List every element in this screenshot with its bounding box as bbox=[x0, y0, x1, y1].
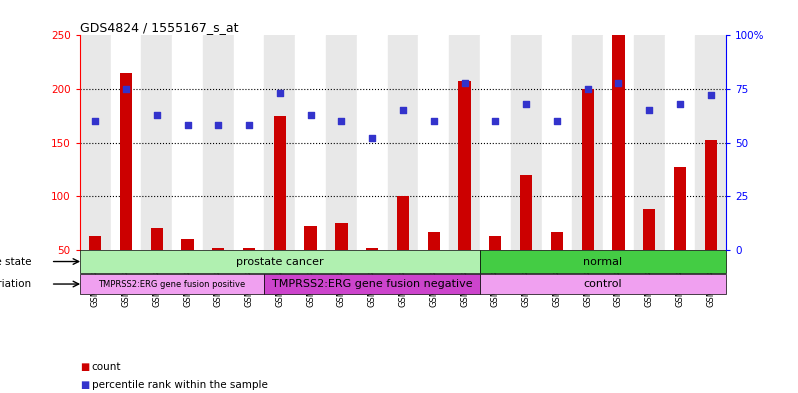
Bar bbox=[480, 274, 726, 294]
Bar bbox=[643, 209, 655, 250]
Text: percentile rank within the sample: percentile rank within the sample bbox=[92, 380, 267, 390]
Text: GDS4824 / 1555167_s_at: GDS4824 / 1555167_s_at bbox=[80, 21, 239, 34]
Bar bbox=[295, 35, 326, 250]
Bar bbox=[366, 248, 378, 250]
Bar bbox=[418, 35, 449, 250]
Point bbox=[243, 122, 255, 129]
Bar bbox=[326, 35, 357, 250]
Bar bbox=[520, 175, 532, 250]
Text: normal: normal bbox=[583, 257, 622, 266]
Point bbox=[458, 79, 471, 86]
Text: genotype/variation: genotype/variation bbox=[0, 279, 31, 289]
Bar bbox=[603, 35, 634, 250]
Point bbox=[519, 101, 532, 107]
Bar bbox=[458, 81, 471, 250]
Bar bbox=[357, 35, 388, 250]
Point bbox=[304, 112, 317, 118]
Point bbox=[274, 90, 286, 96]
Bar bbox=[234, 35, 264, 250]
Bar bbox=[80, 274, 264, 294]
Bar bbox=[264, 35, 295, 250]
Bar bbox=[634, 35, 665, 250]
Point bbox=[335, 118, 348, 124]
Bar bbox=[665, 35, 695, 250]
Bar bbox=[612, 35, 625, 250]
Text: prostate cancer: prostate cancer bbox=[236, 257, 324, 266]
Bar bbox=[489, 236, 501, 250]
Point bbox=[89, 118, 101, 124]
Point bbox=[551, 118, 563, 124]
Bar bbox=[151, 228, 163, 250]
Bar bbox=[551, 231, 563, 250]
Bar bbox=[397, 196, 409, 250]
Point bbox=[428, 118, 440, 124]
Point bbox=[181, 122, 194, 129]
Bar bbox=[674, 167, 686, 250]
Bar bbox=[542, 35, 572, 250]
Bar bbox=[89, 236, 101, 250]
Bar bbox=[120, 73, 132, 250]
Point bbox=[397, 107, 409, 114]
Bar bbox=[212, 248, 224, 250]
Bar bbox=[428, 231, 440, 250]
Bar bbox=[480, 250, 726, 273]
Text: count: count bbox=[92, 362, 121, 373]
Bar bbox=[243, 248, 255, 250]
Point bbox=[643, 107, 656, 114]
Bar bbox=[335, 223, 348, 250]
Point bbox=[120, 86, 132, 92]
Bar bbox=[181, 239, 194, 250]
Text: TMPRSS2:ERG gene fusion positive: TMPRSS2:ERG gene fusion positive bbox=[98, 279, 246, 288]
Bar bbox=[449, 35, 480, 250]
Text: control: control bbox=[584, 279, 622, 289]
Bar bbox=[264, 274, 480, 294]
Bar bbox=[705, 140, 717, 250]
Text: ■: ■ bbox=[80, 380, 89, 390]
Bar bbox=[511, 35, 542, 250]
Bar bbox=[695, 35, 726, 250]
Bar bbox=[305, 226, 317, 250]
Bar bbox=[480, 35, 511, 250]
Bar bbox=[111, 35, 141, 250]
Bar bbox=[274, 116, 286, 250]
Point bbox=[581, 86, 594, 92]
Point bbox=[150, 112, 163, 118]
Point bbox=[489, 118, 502, 124]
Bar bbox=[172, 35, 203, 250]
Point bbox=[612, 79, 625, 86]
Text: TMPRSS2:ERG gene fusion negative: TMPRSS2:ERG gene fusion negative bbox=[272, 279, 472, 289]
Point bbox=[365, 135, 378, 141]
Bar bbox=[388, 35, 418, 250]
Point bbox=[212, 122, 225, 129]
Bar bbox=[80, 250, 480, 273]
Bar bbox=[582, 89, 594, 250]
Text: disease state: disease state bbox=[0, 257, 31, 266]
Bar bbox=[141, 35, 172, 250]
Point bbox=[674, 101, 686, 107]
Point bbox=[705, 92, 717, 99]
Text: ■: ■ bbox=[80, 362, 89, 373]
Bar bbox=[572, 35, 603, 250]
Bar bbox=[80, 35, 111, 250]
Bar bbox=[203, 35, 234, 250]
